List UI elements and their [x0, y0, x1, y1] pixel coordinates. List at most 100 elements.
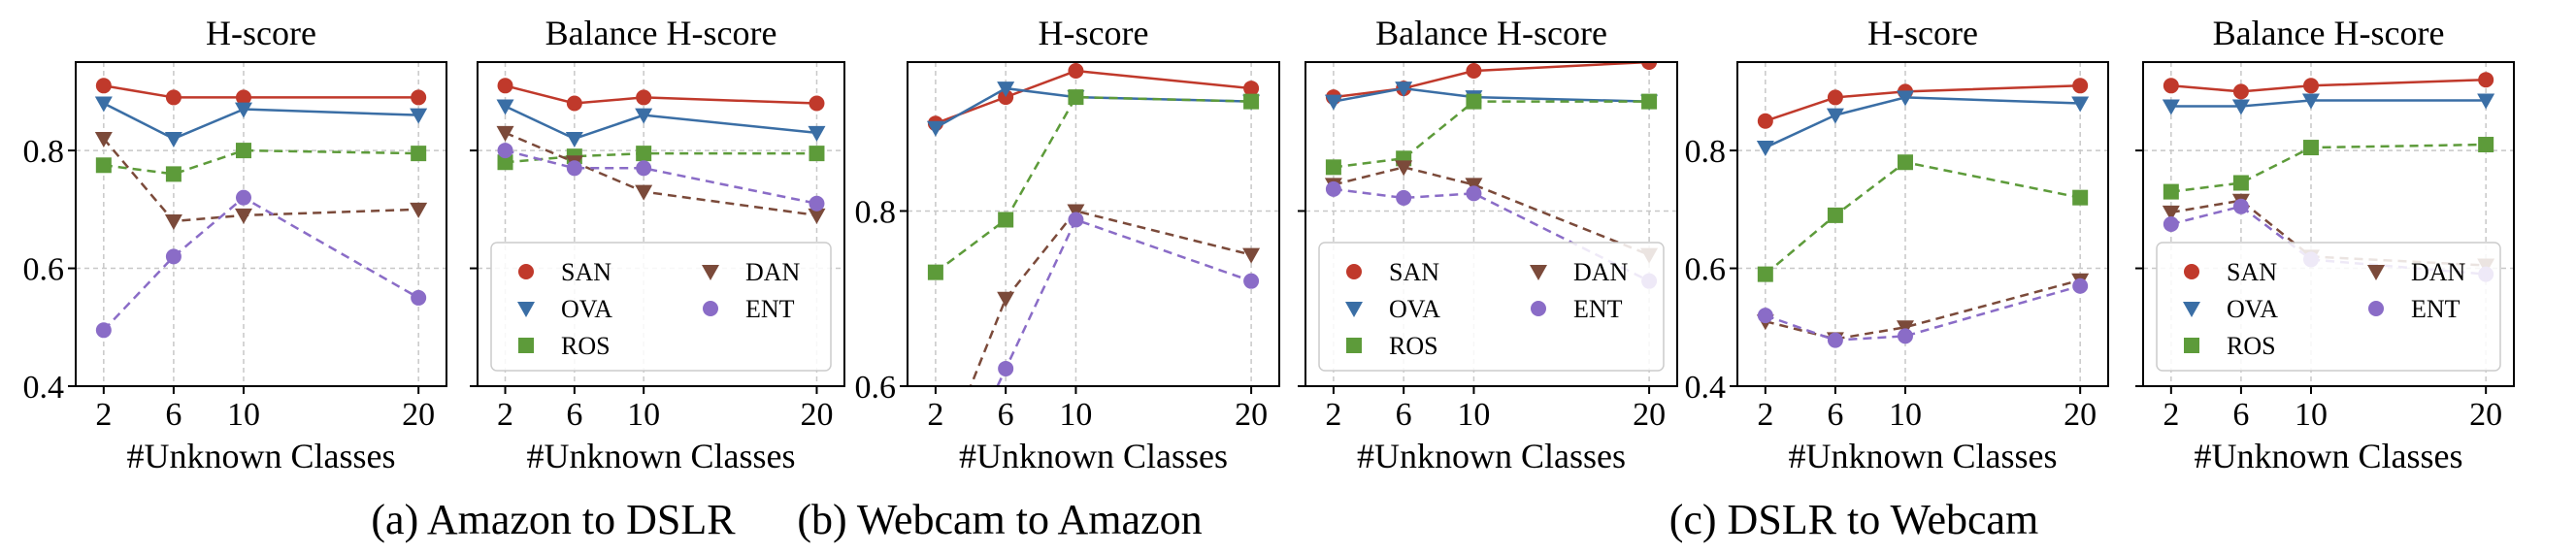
- point-ent: [95, 322, 112, 339]
- point-dan: [1242, 247, 1261, 264]
- series-line-ent: [102, 196, 419, 332]
- series-line-ent: [505, 148, 817, 205]
- panel-title: H-score: [206, 14, 316, 52]
- point-ent: [165, 248, 182, 265]
- point-ros: [1325, 159, 1341, 176]
- series-line-ros: [2170, 143, 2487, 193]
- point-san: [235, 89, 251, 106]
- legend-marker-san: [518, 264, 534, 279]
- point-san: [1243, 81, 1260, 97]
- x-tick-label: 20: [1633, 397, 1666, 433]
- x-tick-label: 10: [1889, 397, 1922, 433]
- series-line-san: [1765, 84, 2081, 122]
- series-line-ros: [103, 148, 419, 176]
- point-ent: [998, 360, 1014, 376]
- point-ros: [1897, 154, 1913, 171]
- y-tick-label: 0.6: [855, 370, 897, 406]
- point-ros: [165, 166, 182, 182]
- x-tick-label: 6: [165, 397, 182, 433]
- point-ova: [1324, 94, 1342, 111]
- point-ros: [95, 157, 112, 174]
- legend-marker-ros: [518, 338, 534, 353]
- point-san: [1466, 63, 1482, 80]
- chart-panel-6: 2 6 10 20 Balance H-score #Unknown Classes SAN…: [2135, 14, 2515, 475]
- series-line-dan: [1333, 166, 1650, 256]
- point-san: [165, 89, 182, 106]
- point-san: [1068, 63, 1084, 80]
- point-san: [1641, 62, 1658, 70]
- panel-title: H-score: [1867, 14, 1978, 52]
- point-ova: [808, 125, 826, 142]
- point-ova: [2231, 99, 2250, 115]
- point-ova: [164, 131, 182, 147]
- point-ent: [1243, 273, 1260, 289]
- legend-marker-ent: [703, 301, 718, 316]
- legend-marker-dan: [702, 265, 719, 280]
- legend-marker-ova: [2183, 302, 2200, 317]
- panel-title: H-score: [1039, 14, 1149, 52]
- legend-box: [490, 242, 832, 372]
- point-ros: [2232, 175, 2249, 191]
- legend-label-ova: OVA: [2227, 295, 2278, 323]
- legend-marker-ent: [2368, 301, 2384, 316]
- x-tick-label: 10: [2295, 397, 2328, 433]
- point-ova: [997, 82, 1015, 98]
- chart-panel-1: 2 6 10 20 0.4 0.6 0.8 H-score #Unknown Classes: [23, 14, 447, 475]
- x-axis-label: #Unknown Classes: [527, 437, 796, 475]
- point-dan: [2162, 205, 2180, 221]
- plot-area: [94, 78, 428, 339]
- point-ros: [1641, 93, 1658, 110]
- point-ros: [1757, 266, 1773, 282]
- chart-panel-4: 2 6 10 20 Balance H-score #Unknown Classes SAN…: [1298, 14, 1678, 475]
- point-ent: [497, 143, 513, 159]
- point-dan: [94, 131, 113, 147]
- point-ova: [1826, 108, 1844, 124]
- axes-frame: [1736, 61, 2109, 387]
- point-dan: [1465, 178, 1483, 194]
- point-ent: [1466, 185, 1482, 202]
- point-ova: [2477, 93, 2495, 110]
- point-ent: [1396, 189, 1412, 206]
- legend-label-ros: ROS: [561, 332, 611, 360]
- legend: SAN OVA ROS DAN ENT: [1318, 242, 1665, 372]
- x-tick-label: 2: [1325, 397, 1341, 433]
- axes-frame: [907, 61, 1280, 387]
- point-ent: [235, 189, 251, 206]
- point-ent: [1068, 212, 1084, 228]
- x-tick-label: 6: [566, 397, 582, 433]
- series-line-dan: [1765, 278, 2081, 341]
- point-san: [636, 89, 652, 106]
- panel-title: Balance H-score: [1375, 14, 1607, 52]
- y-tick-label: 0.4: [1685, 370, 1727, 406]
- point-san: [2232, 83, 2249, 100]
- series-line-ova: [2170, 99, 2487, 108]
- point-ros: [636, 146, 652, 162]
- series-line-ros: [505, 151, 817, 164]
- axes-frame: [477, 61, 845, 387]
- x-tick-label: 2: [497, 397, 513, 433]
- point-san: [1827, 89, 1843, 106]
- series-line-ros: [1765, 160, 2081, 276]
- point-dan: [1395, 160, 1413, 177]
- series-line-ova: [1333, 86, 1650, 103]
- point-san: [2478, 72, 2494, 88]
- point-ent: [566, 160, 582, 177]
- point-ros: [1243, 93, 1260, 110]
- point-dan: [496, 125, 514, 142]
- point-ros: [411, 146, 427, 162]
- point-ova: [635, 108, 653, 124]
- legend: SAN OVA ROS DAN ENT: [2156, 242, 2501, 372]
- point-dan: [164, 213, 182, 230]
- x-axis-label: #Unknown Classes: [1357, 437, 1626, 475]
- point-ent: [411, 289, 427, 306]
- x-tick-label: 6: [998, 397, 1014, 433]
- x-tick-label: 2: [1757, 397, 1773, 433]
- x-tick-label: 2: [927, 397, 943, 433]
- point-san: [2302, 78, 2319, 94]
- point-dan: [1067, 204, 1085, 220]
- x-axis-label: #Unknown Classes: [127, 437, 396, 475]
- point-dan: [808, 208, 826, 224]
- legend-marker-ova: [1345, 302, 1363, 317]
- point-san: [2163, 78, 2179, 94]
- series-line-san: [1333, 62, 1650, 99]
